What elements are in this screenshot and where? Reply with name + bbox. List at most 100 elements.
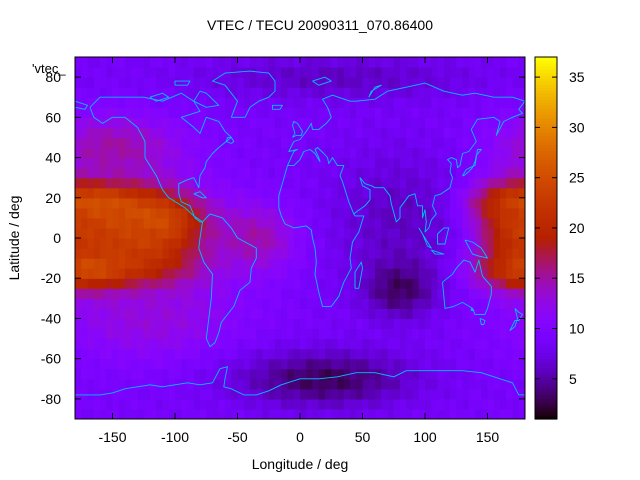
- heat-cell: [400, 258, 407, 269]
- heat-cell: [200, 107, 207, 118]
- heat-cell: [212, 348, 220, 360]
- heat-cell: [487, 147, 495, 159]
- heat-cell: [181, 408, 189, 419]
- heat-cell: [412, 278, 420, 289]
- colorbar-step: [535, 304, 557, 308]
- coastline: [193, 191, 207, 199]
- heat-cell: [112, 388, 120, 400]
- heat-cell: [143, 308, 151, 320]
- heat-cell: [162, 227, 170, 239]
- heat-cell: [493, 288, 501, 299]
- heat-cell: [150, 398, 157, 410]
- heat-cell: [393, 358, 401, 370]
- heat-cell: [512, 408, 520, 419]
- heat-cell: [518, 398, 525, 410]
- y-axis-label: Latitude / deg: [6, 195, 22, 281]
- coastline: [430, 249, 445, 255]
- colorbar-step: [535, 238, 557, 242]
- heat-cell: [306, 248, 314, 259]
- heat-cell: [331, 177, 339, 189]
- heat-cell: [375, 258, 382, 269]
- heat-cell: [218, 77, 226, 88]
- heat-cell: [300, 167, 307, 179]
- heat-cell: [418, 107, 426, 118]
- heat-cell: [500, 97, 507, 108]
- coastline: [75, 366, 525, 396]
- heat-cell: [481, 157, 489, 169]
- heat-cell: [175, 207, 182, 219]
- heat-cell: [118, 238, 126, 249]
- heat-cell: [325, 197, 332, 209]
- heat-cell: [162, 248, 170, 259]
- heat-cell: [281, 268, 289, 279]
- heat-cell: [400, 328, 407, 340]
- heat-cell: [318, 268, 326, 279]
- heat-cell: [75, 157, 82, 169]
- heat-cell: [275, 207, 282, 219]
- heat-cell: [337, 217, 345, 229]
- heat-cell: [425, 57, 432, 68]
- heat-cell: [412, 127, 420, 139]
- heat-cell: [118, 137, 126, 149]
- heat-cell: [450, 348, 457, 360]
- heat-cell: [475, 278, 482, 289]
- heat-cell: [506, 298, 514, 309]
- heat-cell: [350, 358, 357, 370]
- heat-cell: [181, 67, 189, 78]
- heat-cell: [87, 227, 95, 239]
- heat-cell: [393, 378, 401, 390]
- heat-cell: [143, 398, 151, 410]
- heat-cell: [312, 187, 320, 199]
- heat-cell: [118, 87, 126, 98]
- heat-cell: [318, 87, 326, 98]
- heat-cell: [81, 298, 89, 309]
- heat-cell: [137, 258, 145, 269]
- heat-cell: [187, 157, 195, 169]
- heat-cell: [106, 328, 114, 340]
- heat-cell: [425, 187, 432, 199]
- heat-cell: [325, 408, 332, 419]
- heat-cell: [318, 278, 326, 289]
- heat-cell: [112, 57, 120, 68]
- heat-cell: [250, 408, 257, 419]
- heat-cell: [462, 398, 470, 410]
- heat-cell: [400, 157, 407, 169]
- heat-cell: [306, 147, 314, 159]
- heat-cell: [137, 278, 145, 289]
- heat-cell: [481, 258, 489, 269]
- heat-cell: [181, 227, 189, 239]
- heat-cell: [237, 338, 245, 350]
- heat-cell: [493, 157, 501, 169]
- heat-cell: [412, 408, 420, 419]
- heat-cell: [418, 77, 426, 88]
- heat-cell: [493, 388, 501, 400]
- heat-cell: [518, 137, 525, 149]
- heat-cell: [100, 67, 107, 78]
- heat-cell: [506, 67, 514, 78]
- heat-cell: [368, 67, 376, 78]
- heat-cell: [375, 268, 382, 279]
- heat-cell: [456, 77, 464, 88]
- heat-cell: [193, 288, 201, 299]
- heat-cell: [75, 227, 82, 239]
- heat-cell: [193, 157, 201, 169]
- heat-cell: [225, 127, 232, 139]
- heat-cell: [343, 298, 351, 309]
- heat-cell: [125, 197, 132, 209]
- heat-cell: [487, 328, 495, 340]
- heat-cell: [175, 318, 182, 330]
- heat-cell: [87, 248, 95, 259]
- heat-cell: [500, 157, 507, 169]
- heat-cell: [450, 328, 457, 340]
- heat-cell: [206, 378, 214, 390]
- heat-cell: [131, 248, 139, 259]
- heat-cell: [212, 338, 220, 350]
- colorbar-step: [535, 280, 557, 284]
- heat-cell: [287, 308, 295, 320]
- heat-cell: [137, 77, 145, 88]
- heat-cell: [93, 137, 101, 149]
- coastlines: [75, 70, 525, 396]
- heat-cell: [356, 378, 364, 390]
- heat-cell: [156, 217, 164, 229]
- heat-cell: [156, 77, 164, 88]
